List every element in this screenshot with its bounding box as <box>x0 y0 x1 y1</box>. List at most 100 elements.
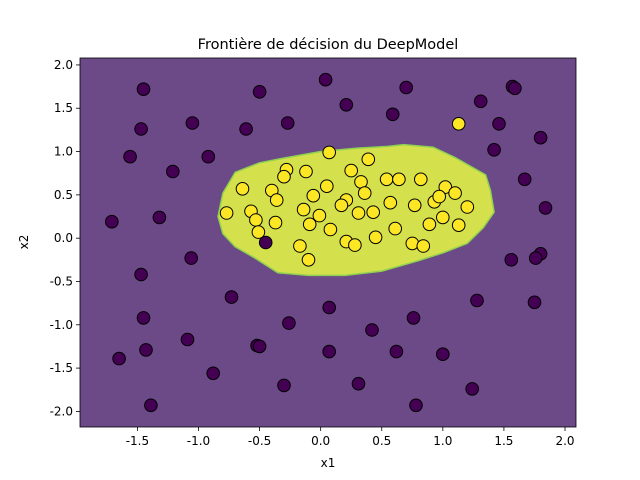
scatter-point-class1 <box>354 175 368 189</box>
scatter-point-class0 <box>180 332 195 347</box>
scatter-point-class1 <box>348 238 362 252</box>
scatter-point-class1 <box>460 200 475 214</box>
scatter-point-class0 <box>166 164 180 179</box>
x-tick-label: 0.0 <box>311 434 330 448</box>
scatter-point-class0 <box>239 122 253 136</box>
scatter-point-class0 <box>436 347 450 362</box>
scatter-point-class0 <box>487 143 501 157</box>
scatter-point-class1 <box>392 172 406 187</box>
scatter-point-class1 <box>422 217 437 232</box>
scatter-point-class0 <box>470 293 484 308</box>
y-tick-label: -1.5 <box>50 361 73 375</box>
scatter-point-class0 <box>465 382 480 396</box>
scatter-point-class0 <box>339 98 354 112</box>
scatter-point-class1 <box>320 179 334 193</box>
scatter-point-class1 <box>235 182 250 196</box>
scatter-point-class1 <box>301 252 316 267</box>
scatter-point-class0 <box>201 149 216 164</box>
y-tick-label: -2.0 <box>50 404 73 418</box>
scatter-point-class1 <box>383 195 398 210</box>
y-axis-ticks: -2.0 -1.5 -1.0 -0.5 0.0 0.5 1.0 1.5 2.0 <box>50 58 80 418</box>
y-tick-label: -1.0 <box>50 318 73 332</box>
scatter-point-class0 <box>252 339 267 354</box>
scatter-point-class1 <box>268 215 283 230</box>
scatter-point-class0 <box>399 80 414 95</box>
scatter-point-class0 <box>322 300 337 315</box>
scatter-point-class0 <box>318 72 333 87</box>
scatter-point-class0 <box>365 323 379 337</box>
scatter-point-class0 <box>134 267 148 282</box>
y-tick-label: 0.0 <box>54 231 73 245</box>
scatter-point-class1 <box>299 164 313 179</box>
scatter-point-class1 <box>407 198 422 213</box>
scatter-point-class1 <box>269 193 284 207</box>
scatter-point-class0 <box>533 130 548 145</box>
scatter-point-class0 <box>139 343 153 357</box>
scatter-point-class0 <box>112 351 126 366</box>
y-axis-label: x2 <box>17 235 31 250</box>
x-axis-ticks: -1.5 -1.0 -0.5 0.0 0.5 1.0 1.5 2.0 <box>126 427 575 448</box>
x-tick-label: 2.0 <box>555 434 574 448</box>
x-tick-label: -1.0 <box>187 434 210 448</box>
scatter-point-class0 <box>528 251 543 265</box>
scatter-point-class0 <box>277 378 291 393</box>
scatter-point-class0 <box>252 85 267 99</box>
x-tick-label: 1.5 <box>494 434 513 448</box>
scatter-point-class1 <box>296 202 311 217</box>
scatter-point-class1 <box>361 152 376 167</box>
scatter-point-class1 <box>219 206 234 220</box>
plot-area <box>79 57 577 428</box>
chart-title: Frontière de décision du DeepModel <box>198 37 459 53</box>
scatter-point-class0 <box>538 201 553 215</box>
scatter-point-class1 <box>414 172 428 187</box>
scatter-point-class1 <box>322 145 337 160</box>
scatter-point-class1 <box>357 186 372 200</box>
scatter-point-class0 <box>105 214 119 229</box>
scatter-point-class0 <box>136 311 151 325</box>
scatter-point-class1 <box>366 205 381 219</box>
scatter-point-class1 <box>451 117 466 131</box>
y-tick-label: 0.5 <box>54 188 73 202</box>
scatter-point-class1 <box>312 208 327 223</box>
scatter-point-class0 <box>527 295 542 310</box>
scatter-point-class0 <box>280 116 295 130</box>
scatter-point-class1 <box>405 236 420 251</box>
x-axis-label: x1 <box>321 456 336 470</box>
scatter-point-class0 <box>184 251 198 265</box>
scatter-point-class0 <box>282 316 296 330</box>
y-tick-label: 1.5 <box>54 101 73 115</box>
scatter-point-class1 <box>334 198 349 213</box>
scatter-point-class1 <box>368 230 383 245</box>
scatter-point-class1 <box>277 169 291 184</box>
scatter-point-class1 <box>448 186 462 200</box>
scatter-point-class0 <box>409 398 423 413</box>
y-tick-label: 2.0 <box>54 58 73 72</box>
plot-frame <box>79 57 577 428</box>
scatter-point-class0 <box>322 344 337 359</box>
scatter-point-class1 <box>306 188 321 203</box>
scatter-point-class0 <box>206 366 220 381</box>
scatter-points <box>105 72 553 413</box>
scatter-point-class0 <box>508 81 522 96</box>
scatter-point-class1 <box>323 222 338 237</box>
y-tick-label: 1.0 <box>54 145 73 159</box>
scatter-point-class0 <box>152 210 167 225</box>
scatter-point-class1 <box>388 221 403 236</box>
x-tick-label: -0.5 <box>248 434 271 448</box>
scatter-point-class0 <box>224 290 239 304</box>
scatter-point-class1 <box>379 172 394 187</box>
x-tick-label: 1.0 <box>433 434 452 448</box>
scatter-point-class0 <box>385 107 400 122</box>
scatter-point-class0 <box>492 117 506 131</box>
scatter-point-class0 <box>517 172 532 187</box>
scatter-point-class1 <box>344 163 359 178</box>
scatter-point-class1 <box>451 218 466 232</box>
scatter-point-class0 <box>504 252 519 267</box>
scatter-point-class0 <box>134 122 148 136</box>
scatter-point-class0 <box>406 311 421 325</box>
scatter-point-class1 <box>251 225 266 239</box>
x-tick-label: 0.5 <box>372 434 391 448</box>
scatter-point-class0 <box>144 398 158 413</box>
x-tick-label: -1.5 <box>126 434 149 448</box>
